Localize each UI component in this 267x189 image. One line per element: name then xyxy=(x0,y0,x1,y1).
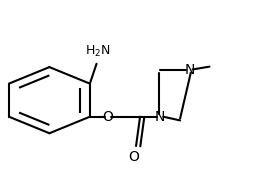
Text: N: N xyxy=(184,63,195,77)
Text: H$_2$N: H$_2$N xyxy=(85,44,110,59)
Text: O: O xyxy=(103,110,113,124)
Text: O: O xyxy=(128,150,139,164)
Text: N: N xyxy=(155,110,165,124)
